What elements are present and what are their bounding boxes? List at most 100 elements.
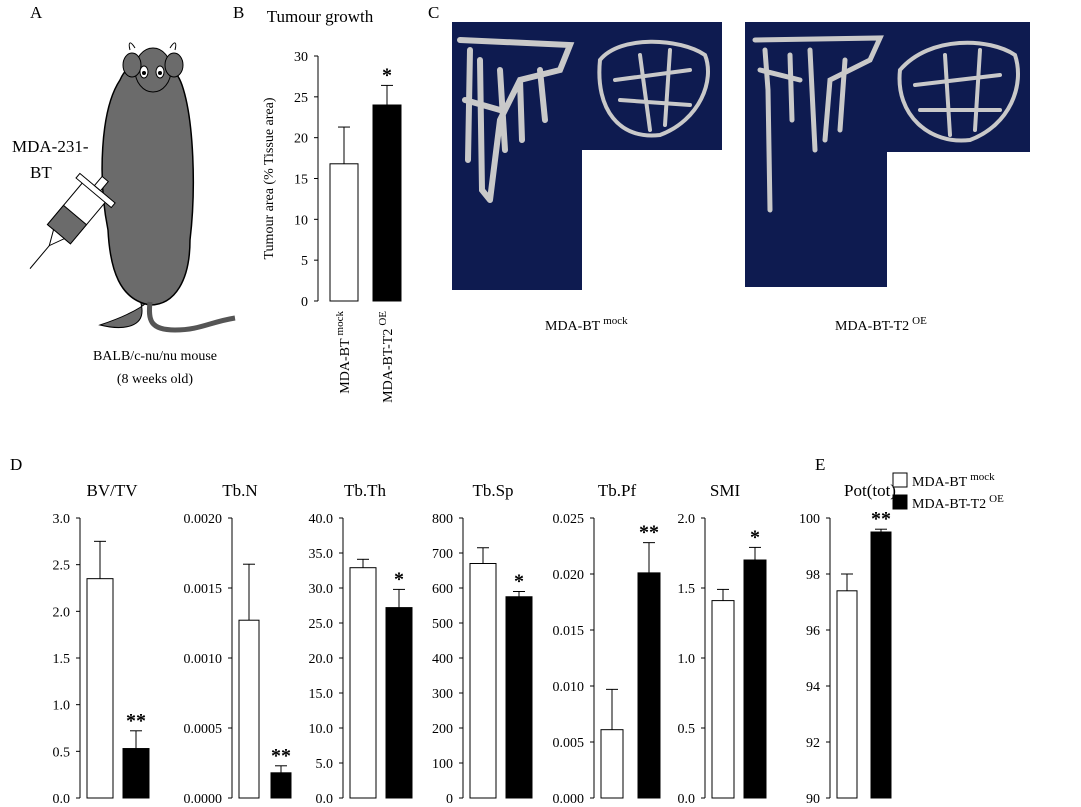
y-tick-label: 0.0 xyxy=(678,792,696,807)
significance: * xyxy=(394,568,404,590)
chart-title: Tb.Th xyxy=(344,481,387,500)
panel-label: E xyxy=(815,455,825,474)
chart-title: Tb.N xyxy=(222,481,257,500)
y-tick-label: 0.025 xyxy=(553,512,585,527)
bar xyxy=(386,608,412,798)
y-tick-label: 700 xyxy=(432,547,453,562)
label-base: MDA-BT-T2 xyxy=(381,329,396,403)
y-tick-label: 5.0 xyxy=(316,757,334,772)
bar xyxy=(871,532,891,798)
y-tick-label: 0.0 xyxy=(316,792,334,807)
panel-label: A xyxy=(30,3,43,22)
y-tick-label: 0.010 xyxy=(553,680,585,695)
bar xyxy=(638,573,660,798)
y-tick-label: 0.020 xyxy=(553,568,585,583)
significance: * xyxy=(750,526,760,548)
label-sup: mock xyxy=(334,311,346,336)
y-tick-label: 30 xyxy=(294,50,308,65)
y-tick-label: 1.0 xyxy=(53,699,71,714)
bar xyxy=(744,560,766,798)
panel-label: B xyxy=(233,3,244,22)
significance: ** xyxy=(271,745,291,767)
y-tick-label: 1.0 xyxy=(678,652,696,667)
chart-title: Tb.Sp xyxy=(472,481,513,500)
legend-label: MDA-BT-T2OE xyxy=(912,493,1004,512)
bar xyxy=(87,579,113,798)
chart-title: Pot(tot) xyxy=(844,481,896,500)
y-tick-label: 25.0 xyxy=(309,617,334,632)
y-tick-label: 25 xyxy=(294,91,308,106)
y-tick-label: 15.0 xyxy=(309,687,334,702)
y-tick-label: 40.0 xyxy=(309,512,334,527)
y-tick-label: 0.0 xyxy=(53,792,71,807)
y-tick-label: 0.015 xyxy=(553,624,585,639)
x-tick-label: MDA-BT-T2OE xyxy=(377,311,396,403)
bar xyxy=(330,164,358,301)
y-tick-label: 100 xyxy=(432,757,453,772)
bar xyxy=(271,773,291,798)
y-tick-label: 5 xyxy=(301,254,308,269)
significance: ** xyxy=(871,508,891,530)
panel-label: D xyxy=(10,455,22,474)
bar xyxy=(837,591,857,798)
y-tick-label: 98 xyxy=(806,568,820,583)
y-tick-label: 100 xyxy=(799,512,820,527)
y-tick-label: 0.005 xyxy=(553,736,585,751)
caption: BALB/c-nu/nu mouse xyxy=(93,349,217,364)
y-tick-label: 10.0 xyxy=(309,722,334,737)
bar xyxy=(239,620,259,798)
y-tick-label: 96 xyxy=(806,624,820,639)
label-base: MDA-BT xyxy=(545,319,601,334)
bar xyxy=(712,601,734,798)
chart-title: Tb.Pf xyxy=(598,481,637,500)
y-tick-label: 1.5 xyxy=(678,582,696,597)
injection-label: MDA-231- xyxy=(12,137,89,156)
chart-title: Tumour growth xyxy=(267,7,374,26)
y-tick-label: 0.0015 xyxy=(184,582,223,597)
bar xyxy=(373,105,401,301)
significance: * xyxy=(514,571,524,593)
caption: (8 weeks old) xyxy=(117,372,194,387)
injection-label: BT xyxy=(30,163,52,182)
mouse-illustration xyxy=(12,43,235,330)
y-tick-label: 300 xyxy=(432,687,453,702)
y-tick-label: 0.0010 xyxy=(184,652,223,667)
bar xyxy=(601,730,623,798)
significance: ** xyxy=(126,710,146,732)
y-tick-label: 15 xyxy=(294,173,308,188)
y-axis-label: Tumour area (% Tissue area) xyxy=(262,97,277,259)
y-tick-label: 30.0 xyxy=(309,582,334,597)
y-tick-label: 500 xyxy=(432,617,453,632)
significance: * xyxy=(382,64,392,86)
y-tick-label: 0.000 xyxy=(553,792,585,807)
bar xyxy=(506,597,532,798)
label-sup: mock xyxy=(603,315,628,327)
label-base: MDA-BT-T2 xyxy=(912,497,986,512)
significance: ** xyxy=(639,522,659,544)
y-tick-label: 0.0020 xyxy=(184,512,223,527)
y-tick-label: 2.0 xyxy=(678,512,696,527)
y-tick-label: 800 xyxy=(432,512,453,527)
y-tick-label: 0.5 xyxy=(678,722,696,737)
y-tick-label: 1.5 xyxy=(53,652,71,667)
y-tick-label: 400 xyxy=(432,652,453,667)
y-tick-label: 92 xyxy=(806,736,820,751)
label-base: MDA-BT xyxy=(912,475,968,490)
label-base: MDA-BT-T2 xyxy=(835,319,909,334)
panel-label: C xyxy=(428,3,439,22)
bar xyxy=(470,564,496,799)
label-sup: OE xyxy=(912,315,927,327)
y-tick-label: 35.0 xyxy=(309,547,334,562)
bar xyxy=(123,749,149,798)
y-tick-label: 3.0 xyxy=(53,512,71,527)
y-tick-label: 90 xyxy=(806,792,820,807)
bar xyxy=(350,568,376,798)
y-tick-label: 2.5 xyxy=(53,559,71,574)
y-tick-label: 10 xyxy=(294,213,308,228)
y-tick-label: 0.0000 xyxy=(184,792,223,807)
chart-title: BV/TV xyxy=(87,481,139,500)
y-tick-label: 0 xyxy=(446,792,453,807)
